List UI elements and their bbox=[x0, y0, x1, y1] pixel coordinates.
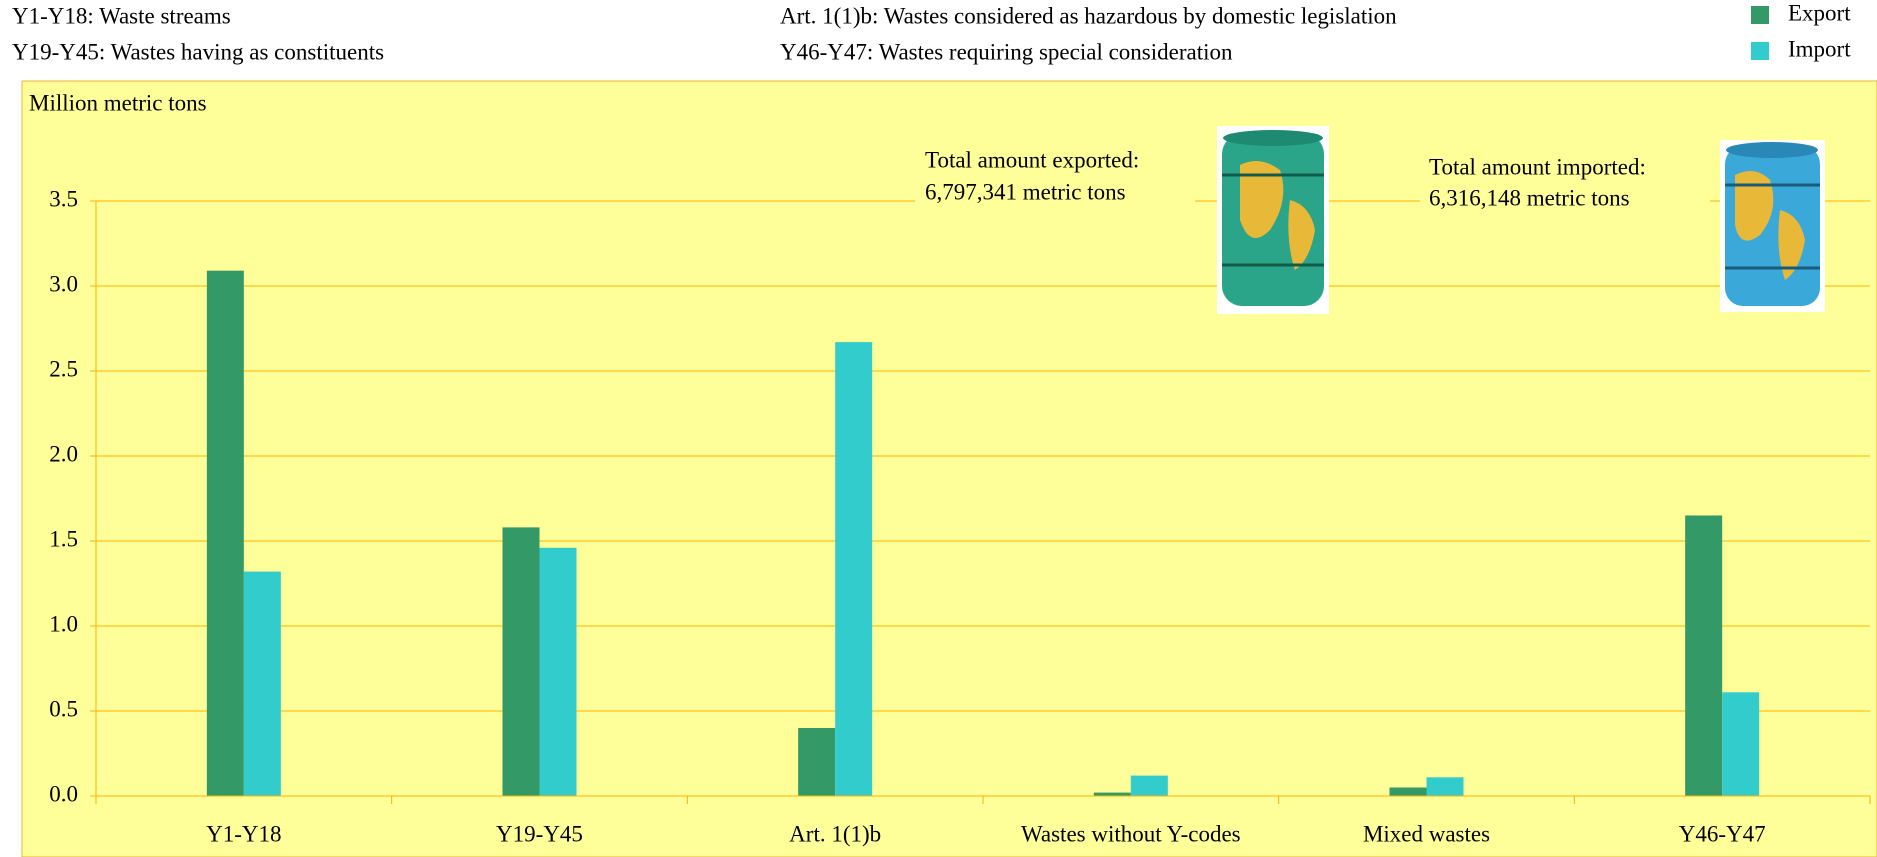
y-tick-label: 1.5 bbox=[49, 526, 78, 551]
annotation-box bbox=[915, 148, 1195, 212]
definition: Y19-Y45: Wastes having as constituents bbox=[12, 39, 384, 64]
barrel-icon bbox=[1217, 126, 1329, 314]
barrel-icon bbox=[1720, 140, 1825, 312]
x-tick-label: Art. 1(1)b bbox=[789, 821, 881, 846]
y-tick-label: 3.0 bbox=[49, 271, 78, 296]
bar bbox=[835, 342, 873, 796]
legend-swatch bbox=[1751, 42, 1769, 60]
legend-swatch bbox=[1751, 6, 1769, 24]
annotation: 6,797,341 metric tons bbox=[925, 179, 1126, 204]
definition: Y1-Y18: Waste streams bbox=[12, 3, 231, 28]
annotation: 6,316,148 metric tons bbox=[1429, 185, 1630, 210]
annotation-box bbox=[1420, 148, 1710, 212]
bars bbox=[206, 270, 1760, 796]
bar bbox=[1093, 792, 1131, 796]
bar bbox=[1389, 787, 1427, 796]
x-tick-label: Y19-Y45 bbox=[496, 821, 583, 846]
x-tick-label: Mixed wastes bbox=[1363, 821, 1490, 846]
bar bbox=[1426, 777, 1464, 796]
bar bbox=[243, 571, 281, 796]
definition: Art. 1(1)b: Wastes considered as hazardo… bbox=[780, 3, 1397, 28]
annotations: Total amount exported: 6,797,341 metric … bbox=[915, 126, 1825, 314]
bar bbox=[1722, 692, 1760, 796]
annotation: Total amount exported: bbox=[925, 147, 1139, 172]
y-tick-label: 2.5 bbox=[49, 356, 78, 381]
grid: 0.0 0.5 1.0 1.5 2.0 2.5 3.0 3.5 Y1-Y18 Y19-Y45 Art… bbox=[49, 186, 1871, 846]
bar bbox=[1130, 775, 1168, 796]
bar bbox=[206, 270, 244, 796]
bar bbox=[798, 728, 836, 796]
bar bbox=[1685, 515, 1723, 796]
y-tick-label: 3.5 bbox=[49, 186, 78, 211]
bar bbox=[539, 547, 577, 796]
bar bbox=[502, 527, 540, 796]
y-tick-label: 0.5 bbox=[49, 696, 78, 721]
y-tick-label: 1.0 bbox=[49, 611, 78, 636]
y-axis-label: Million metric tons bbox=[29, 90, 207, 115]
x-tick-label: Y1-Y18 bbox=[206, 821, 281, 846]
legend-label: Import bbox=[1788, 36, 1851, 61]
legend-label: Export bbox=[1788, 0, 1851, 25]
x-tick-label: Y46-Y47 bbox=[1679, 821, 1766, 846]
x-tick-label: Wastes without Y-codes bbox=[1021, 821, 1241, 846]
y-tick-label: 0.0 bbox=[49, 781, 78, 806]
definition: Y46-Y47: Wastes requiring special consid… bbox=[780, 39, 1233, 64]
annotation: Total amount imported: bbox=[1429, 154, 1646, 179]
y-tick-label: 2.0 bbox=[49, 441, 78, 466]
